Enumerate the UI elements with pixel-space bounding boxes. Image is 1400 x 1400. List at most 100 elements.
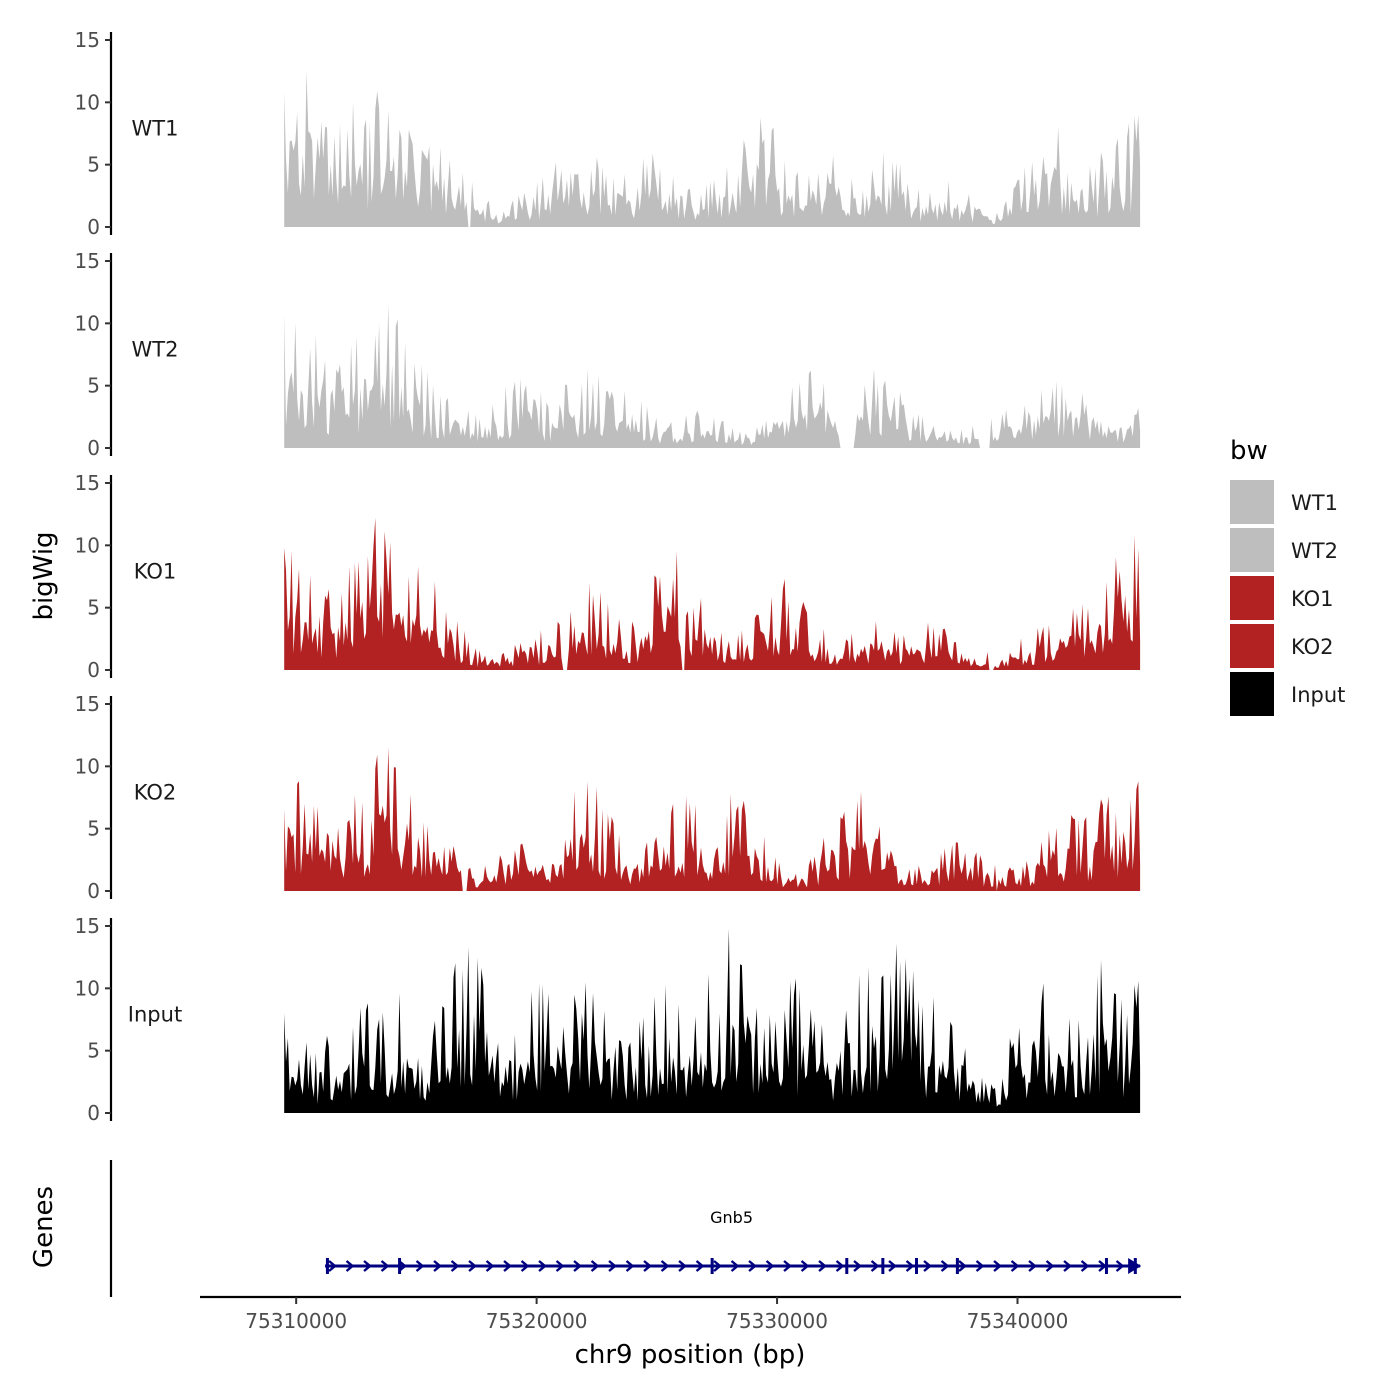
- gene-track-title: Genes: [29, 1186, 59, 1268]
- strand-arrow: [608, 1260, 617, 1272]
- strand-arrow: [765, 1260, 775, 1272]
- y-tick-label: 10: [75, 533, 100, 557]
- y-tick-label: 10: [75, 976, 100, 1000]
- strand-arrow: [783, 1260, 792, 1272]
- legend-item-wt2: WT2: [1230, 528, 1338, 572]
- strand-arrow: [923, 1260, 932, 1272]
- y-tick-label: 10: [75, 311, 100, 335]
- strand-arrow: [870, 1260, 880, 1272]
- strand-arrow: [363, 1260, 372, 1272]
- x-tick-label: 75320000: [486, 1309, 588, 1333]
- strand-arrow: [940, 1260, 950, 1272]
- gene-name-label: Gnb5: [710, 1208, 753, 1227]
- strand-arrow: [888, 1260, 897, 1272]
- strand-arrow: [555, 1260, 565, 1272]
- legend-item-ko1: KO1: [1230, 576, 1334, 620]
- strand-arrow: [835, 1260, 845, 1272]
- strand-arrow: [328, 1260, 337, 1272]
- strand-arrow: [800, 1260, 810, 1272]
- strand-arrow: [905, 1260, 915, 1272]
- y-tick-label: 5: [87, 596, 100, 620]
- strand-arrow: [345, 1260, 355, 1272]
- strand-arrow: [1080, 1260, 1090, 1272]
- y-tick-label: 15: [75, 249, 100, 273]
- track-label-ko1: KO1: [134, 560, 177, 584]
- strand-arrow: [520, 1260, 530, 1272]
- track-label-input: Input: [128, 1003, 182, 1027]
- coverage-tracks: 0 5 10 15 WT1 0 5 10 15 WT2 0 5 10 15 KO1 0 5 10 15 KO2 0 5 10…: [75, 28, 1141, 1125]
- strand-arrow: [1028, 1260, 1037, 1272]
- y-tick-label: 10: [75, 90, 100, 114]
- coverage-area-wt1: [284, 71, 1141, 227]
- strand-arrow: [380, 1260, 390, 1272]
- track-wt1: 0 5 10 15 WT1: [75, 28, 1141, 239]
- legend-items: WT1 WT2 KO1 KO2 Input: [1230, 480, 1345, 716]
- strand-arrow: [695, 1260, 705, 1272]
- legend-item-wt1: WT1: [1230, 480, 1338, 524]
- strand-arrow: [975, 1260, 985, 1272]
- y-tick-label: 5: [87, 817, 100, 841]
- track-label-wt2: WT2: [132, 338, 179, 362]
- strand-arrow: [625, 1260, 635, 1272]
- track-label-ko2: KO2: [134, 781, 177, 805]
- strand-arrow: [1045, 1260, 1055, 1272]
- strand-arrow: [590, 1260, 600, 1272]
- strand-arrow: [1063, 1260, 1072, 1272]
- strand-arrow: [853, 1260, 862, 1272]
- legend-swatch: [1230, 528, 1274, 572]
- y-tick-label: 5: [87, 153, 100, 177]
- strand-arrow: [503, 1260, 512, 1272]
- legend-title: bw: [1230, 436, 1268, 466]
- legend-swatch: [1230, 624, 1274, 668]
- y-tick-label: 0: [87, 879, 100, 903]
- y-tick-label: 0: [87, 436, 100, 460]
- y-tick-label: 5: [87, 374, 100, 398]
- y-tick-label: 0: [87, 215, 100, 239]
- strand-arrow: [468, 1260, 477, 1272]
- y-tick-label: 0: [87, 1101, 100, 1125]
- gene-end-arrow: [1128, 1258, 1142, 1274]
- y-tick-label: 0: [87, 658, 100, 682]
- x-tick-label: 75340000: [967, 1309, 1069, 1333]
- track-ko2: 0 5 10 15 KO2: [75, 692, 1141, 903]
- legend-label: WT1: [1291, 491, 1338, 515]
- strand-arrow: [678, 1260, 687, 1272]
- strand-arrow: [415, 1260, 425, 1272]
- x-tick-label: 75330000: [726, 1309, 828, 1333]
- track-ko1: 0 5 10 15 KO1: [75, 471, 1141, 682]
- legend-swatch: [1230, 672, 1274, 716]
- y-tick-label: 15: [75, 28, 100, 52]
- strand-arrow: [433, 1260, 442, 1272]
- legend-swatch: [1230, 576, 1274, 620]
- coverage-area-input: [284, 928, 1141, 1113]
- x-tick-label: 75310000: [245, 1309, 347, 1333]
- y-axis-title: bigWig: [29, 531, 59, 620]
- legend-item-input: Input: [1230, 672, 1345, 716]
- y-tick-label: 15: [75, 471, 100, 495]
- strand-arrow: [538, 1260, 547, 1272]
- track-label-wt1: WT1: [132, 117, 179, 141]
- strand-arrow: [450, 1260, 460, 1272]
- y-tick-label: 15: [75, 692, 100, 716]
- gene-track: Gnb5: [109, 1160, 1142, 1297]
- track-input: 0 5 10 15 Input: [75, 914, 1141, 1125]
- legend-label: KO1: [1291, 587, 1334, 611]
- x-axis: 75310000 75320000 75330000 75340000: [200, 1295, 1181, 1333]
- y-tick-label: 15: [75, 914, 100, 938]
- strand-arrow: [643, 1260, 652, 1272]
- y-tick-label: 5: [87, 1039, 100, 1063]
- strand-arrow: [818, 1260, 827, 1272]
- coverage-area-wt2: [284, 304, 1141, 448]
- legend-swatch: [1230, 480, 1274, 524]
- strand-arrow: [1115, 1260, 1125, 1272]
- legend-label: KO2: [1291, 635, 1334, 659]
- legend: bw WT1 WT2 KO1 KO2 Input: [1230, 436, 1345, 716]
- strand-arrow: [748, 1260, 757, 1272]
- legend-label: Input: [1291, 683, 1345, 707]
- legend-item-ko2: KO2: [1230, 624, 1334, 668]
- strand-arrow: [660, 1260, 670, 1272]
- x-axis-title: chr9 position (bp): [575, 1340, 806, 1370]
- strand-arrow: [958, 1260, 967, 1272]
- strand-arrow: [730, 1260, 740, 1272]
